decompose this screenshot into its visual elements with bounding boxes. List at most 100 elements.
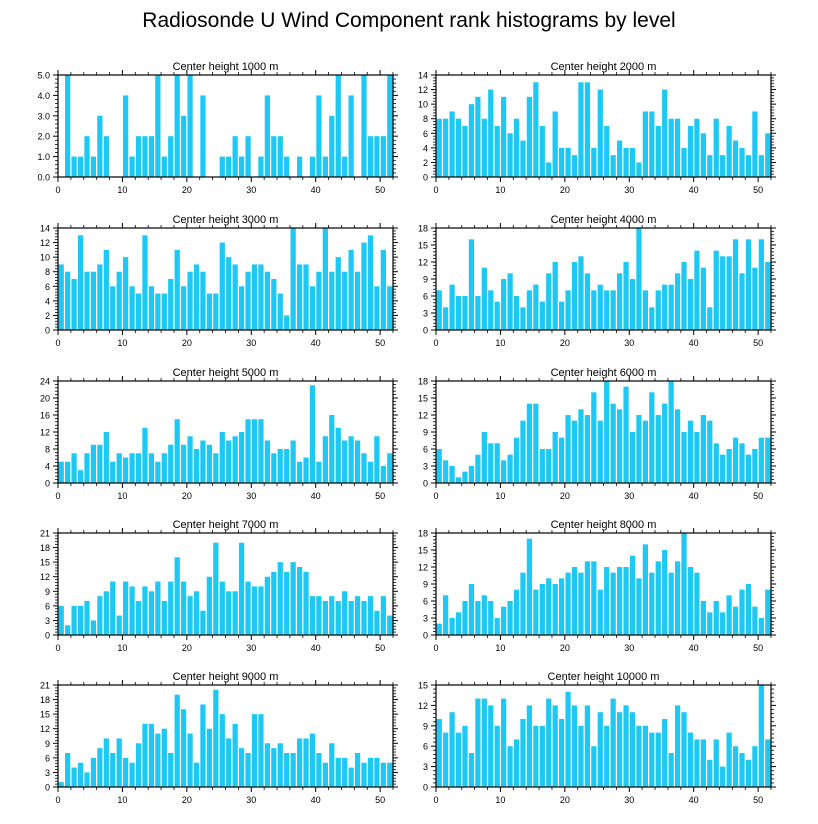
histogram-bar	[219, 714, 225, 787]
histogram-bar	[168, 581, 174, 635]
histogram-bar	[571, 262, 578, 330]
histogram-bar	[565, 691, 571, 787]
y-tick-label: 15	[40, 710, 50, 720]
histogram-bar	[526, 96, 533, 177]
histogram-bar	[116, 271, 122, 330]
histogram-bar	[206, 728, 213, 787]
histogram-bar	[65, 271, 71, 330]
histogram-bar	[58, 461, 64, 483]
histogram-bar	[296, 264, 303, 330]
histogram-bar	[468, 104, 475, 177]
histogram-bar	[629, 147, 636, 177]
histogram-bar	[765, 133, 771, 177]
histogram-bar	[636, 725, 642, 787]
histogram-bar	[462, 725, 468, 787]
histogram-bar	[284, 571, 290, 635]
histogram-bar	[629, 712, 636, 787]
histogram-bar	[546, 698, 552, 787]
histogram-bar	[206, 576, 213, 635]
histogram-bar	[296, 156, 303, 177]
histogram-bar	[129, 762, 135, 787]
histogram-bar	[758, 239, 764, 330]
histogram-bar	[475, 454, 481, 483]
histogram-bar	[387, 615, 393, 635]
histogram-bar	[501, 96, 507, 177]
histogram-bar	[380, 466, 386, 483]
histogram-bar	[591, 561, 597, 635]
histogram-bar	[226, 738, 232, 787]
histogram-bar	[758, 618, 764, 635]
histogram-bar	[539, 584, 545, 635]
x-tick-label: 20	[560, 491, 570, 501]
histogram-bar	[610, 155, 616, 177]
histogram-bar	[732, 239, 739, 330]
histogram-bar	[342, 757, 348, 787]
y-tick-label: 5.0	[37, 71, 50, 81]
histogram-bar	[309, 596, 316, 635]
histogram-bar	[329, 115, 335, 177]
histogram-bar	[707, 612, 713, 635]
histogram-bar	[765, 262, 771, 330]
histogram-bar	[591, 290, 597, 330]
y-tick-label: 0	[45, 326, 50, 336]
y-tick-label: 18	[40, 543, 50, 553]
histogram-bar	[71, 767, 77, 787]
histogram-bar	[380, 762, 386, 787]
y-tick-label: 15	[418, 546, 428, 556]
histogram-bar	[713, 250, 719, 330]
histogram-bar	[481, 595, 487, 635]
histogram-bar	[578, 256, 584, 330]
histogram-bar	[552, 584, 558, 635]
histogram-bar	[758, 437, 764, 483]
x-tick-label: 10	[117, 491, 127, 501]
histogram-bar	[501, 279, 507, 330]
histogram-bar	[335, 427, 341, 483]
histogram-bar	[245, 419, 251, 483]
histogram-bar	[559, 578, 565, 635]
x-tick-label: 50	[753, 491, 763, 501]
histogram-bar	[610, 698, 616, 787]
x-tick-label: 50	[375, 338, 385, 348]
histogram-bar	[361, 601, 367, 635]
histogram-bar	[443, 118, 449, 177]
x-tick-label: 50	[753, 185, 763, 195]
histogram-bar	[245, 753, 251, 787]
histogram-bar	[720, 155, 726, 177]
y-tick-label: 4	[423, 143, 428, 153]
histogram-bar	[636, 415, 642, 483]
histogram-bar	[238, 542, 245, 635]
x-tick-label: 50	[753, 643, 763, 653]
histogram-bar	[616, 712, 623, 787]
histogram-bar	[739, 273, 745, 330]
histogram-bar	[123, 257, 129, 330]
histogram-bar	[148, 723, 155, 787]
histogram-bar	[513, 739, 520, 787]
histogram-bar	[335, 601, 341, 635]
histogram-bar	[507, 454, 513, 483]
y-tick-label: 9	[45, 587, 50, 597]
histogram-bar	[513, 296, 520, 330]
histogram-bar	[668, 118, 674, 177]
x-tick-label: 30	[246, 795, 256, 805]
histogram-panel: Center height 10000 m 0 3 6 9 12 15 0 10 20 30 40 50	[418, 671, 776, 805]
histogram-bar	[148, 453, 155, 483]
histogram-bar	[380, 249, 386, 330]
histogram-bar	[155, 581, 161, 635]
histogram-bar	[481, 698, 487, 787]
histogram-bar	[116, 453, 122, 483]
histogram-bar	[662, 550, 668, 635]
histogram-bar	[342, 591, 348, 635]
y-tick-label: 0	[423, 783, 428, 793]
y-tick-label: 12	[418, 411, 428, 421]
histogram-bar	[739, 443, 745, 483]
histogram-bar	[110, 461, 116, 483]
histogram-bar	[103, 136, 109, 177]
x-tick-label: 20	[560, 795, 570, 805]
histogram-bar	[161, 601, 167, 635]
histogram-bar	[193, 449, 200, 483]
histogram-bar	[662, 403, 668, 483]
histogram-bar	[649, 732, 655, 787]
histogram-bar	[597, 89, 603, 177]
histogram-bar	[765, 589, 771, 635]
histogram-bar	[110, 286, 116, 330]
